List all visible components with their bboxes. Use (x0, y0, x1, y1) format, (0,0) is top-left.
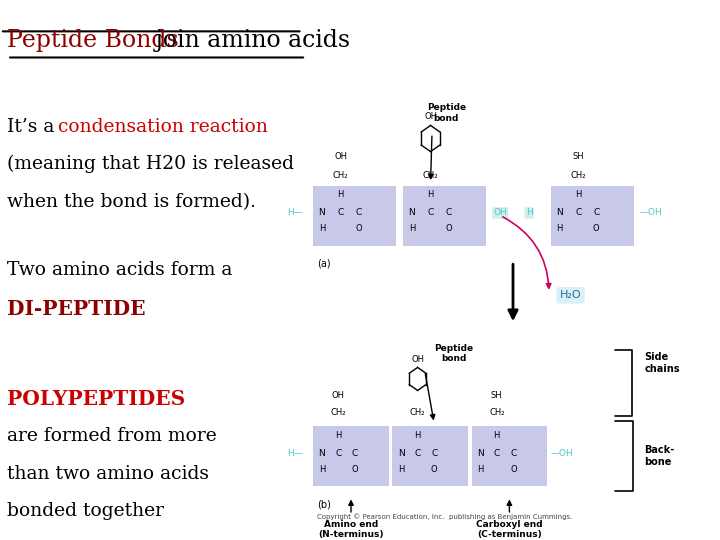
Text: condensation reaction: condensation reaction (58, 118, 267, 136)
Text: C: C (356, 208, 361, 218)
Text: N: N (318, 208, 325, 218)
Text: C: C (336, 449, 341, 458)
Text: SH: SH (572, 152, 584, 161)
Text: OH: OH (493, 208, 508, 218)
Text: C: C (338, 208, 343, 218)
Text: H: H (428, 190, 433, 199)
Text: H: H (557, 224, 562, 233)
Text: (a): (a) (317, 259, 330, 269)
Text: N: N (397, 449, 405, 458)
Text: Two amino acids form a: Two amino acids form a (7, 261, 233, 279)
Text: H: H (338, 190, 343, 199)
Text: O: O (445, 224, 452, 233)
Text: H: H (319, 224, 325, 233)
Text: H: H (575, 190, 581, 199)
Text: CH₂: CH₂ (570, 171, 586, 180)
Text: C: C (593, 208, 599, 218)
Text: N: N (408, 208, 415, 218)
FancyBboxPatch shape (313, 426, 389, 486)
Text: H: H (319, 464, 325, 474)
Text: Copyright © Pearson Education, Inc.  publishing as Benjamin Cummings.: Copyright © Pearson Education, Inc. publ… (317, 514, 572, 520)
Text: C: C (352, 449, 358, 458)
Text: C: C (510, 449, 516, 458)
Text: O: O (431, 464, 438, 474)
Text: H: H (336, 430, 341, 440)
Text: SH: SH (491, 391, 503, 400)
Text: CH₂: CH₂ (330, 408, 346, 417)
Text: H: H (415, 430, 420, 440)
Text: CH₂: CH₂ (423, 171, 438, 180)
Text: N: N (318, 449, 325, 458)
Text: —OH: —OH (551, 449, 574, 458)
Text: OH: OH (332, 391, 345, 400)
Text: H: H (526, 208, 533, 218)
Text: —OH: —OH (639, 208, 662, 218)
Text: N: N (477, 449, 484, 458)
FancyBboxPatch shape (403, 186, 486, 246)
FancyBboxPatch shape (551, 186, 634, 246)
Text: C: C (575, 208, 581, 218)
Text: C: C (431, 449, 437, 458)
Text: (b): (b) (317, 499, 330, 509)
Text: H: H (398, 464, 404, 474)
Text: Peptide Bonds: Peptide Bonds (7, 29, 179, 52)
Text: Peptide
bond: Peptide bond (434, 344, 473, 363)
Text: H—: H— (287, 449, 302, 458)
Text: CH₂: CH₂ (489, 408, 505, 417)
Text: than two amino acids: than two amino acids (7, 464, 210, 483)
Text: H—: H— (287, 208, 302, 218)
Text: H₂O: H₂O (559, 291, 582, 300)
Text: DI-PEPTIDE: DI-PEPTIDE (7, 299, 145, 319)
FancyBboxPatch shape (313, 186, 396, 246)
Text: CH₂: CH₂ (333, 171, 348, 180)
Text: join amino acids: join amino acids (148, 29, 350, 52)
Text: OH: OH (334, 152, 347, 161)
Text: Amino end
(N-terminus): Amino end (N-terminus) (318, 520, 384, 539)
Text: Peptide
bond: Peptide bond (427, 104, 466, 123)
Text: Back-
bone: Back- bone (644, 446, 675, 467)
Text: POLYPEPTIDES: POLYPEPTIDES (7, 389, 186, 409)
Text: (meaning that H20 is released: (meaning that H20 is released (7, 155, 294, 173)
Text: C: C (415, 449, 420, 458)
Text: H: H (494, 430, 500, 440)
Text: C: C (446, 208, 451, 218)
Text: H: H (477, 464, 483, 474)
Text: C: C (494, 449, 500, 458)
Text: Carboxyl end
(C-terminus): Carboxyl end (C-terminus) (476, 520, 543, 539)
Text: O: O (351, 464, 359, 474)
Text: OH: OH (411, 355, 424, 363)
Text: CH₂: CH₂ (410, 408, 426, 417)
FancyBboxPatch shape (392, 426, 468, 486)
Text: bonded together: bonded together (7, 502, 164, 521)
FancyBboxPatch shape (472, 426, 547, 486)
Text: OH: OH (424, 112, 437, 120)
Text: are formed from more: are formed from more (7, 427, 217, 445)
Text: O: O (355, 224, 362, 233)
Text: O: O (510, 464, 517, 474)
Text: C: C (428, 208, 433, 218)
Text: O: O (593, 224, 600, 233)
Text: when the bond is formed).: when the bond is formed). (7, 193, 256, 211)
Text: N: N (556, 208, 563, 218)
Text: It’s a: It’s a (7, 118, 60, 136)
Text: H: H (409, 224, 415, 233)
Text: Side
chains: Side chains (644, 353, 680, 374)
